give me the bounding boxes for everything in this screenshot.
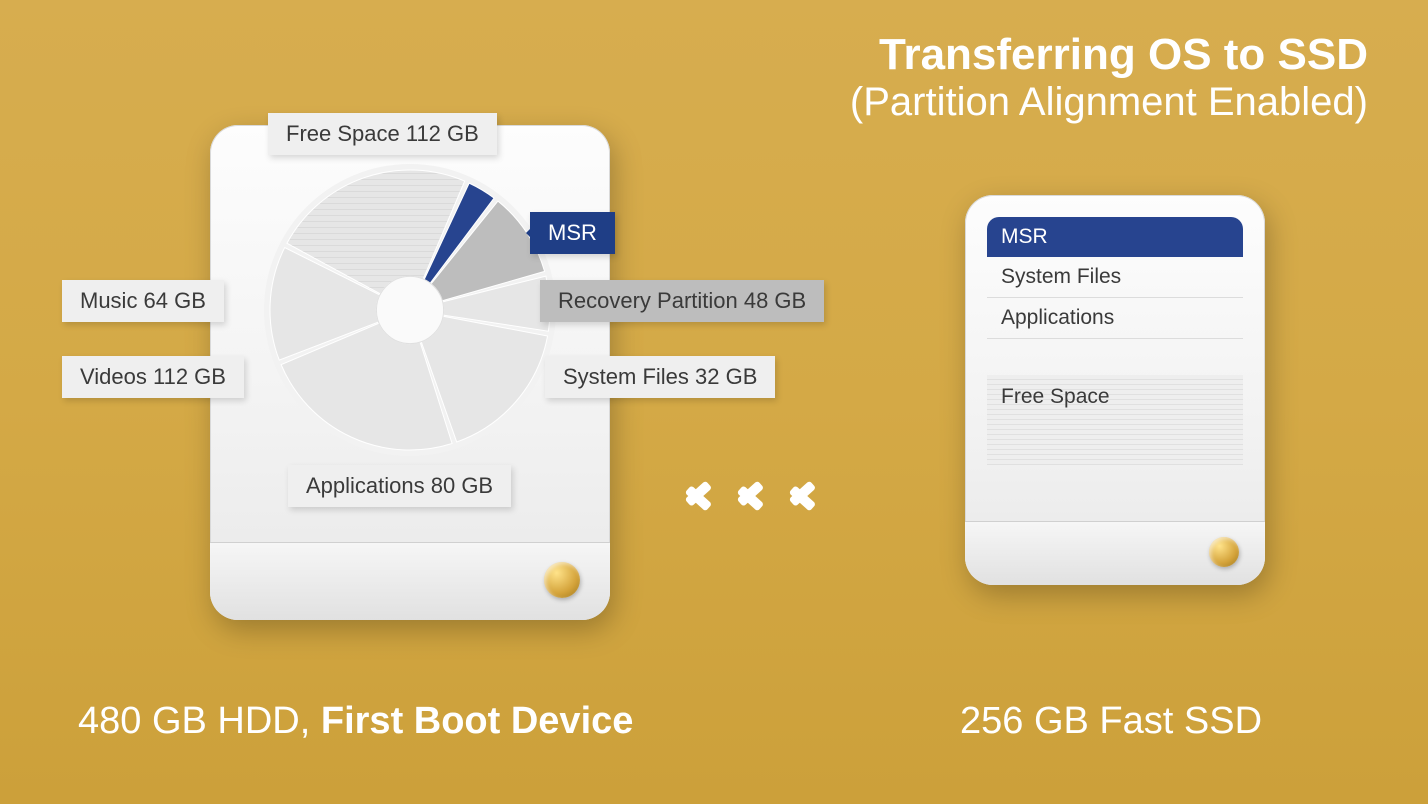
headline-line2: (Partition Alignment Enabled) bbox=[850, 80, 1368, 125]
hdd-bezel bbox=[210, 542, 610, 620]
ssd-row-gap bbox=[987, 339, 1243, 375]
hdd-led-icon bbox=[544, 562, 580, 598]
ssd-led-icon bbox=[1209, 537, 1239, 567]
ssd-caption: 256 GB Fast SSD bbox=[960, 700, 1262, 743]
ssd-row-msr: MSR bbox=[987, 217, 1243, 257]
donut-label-msr: MSR bbox=[530, 212, 615, 254]
donut-label-videos: Videos 112 GB bbox=[62, 356, 244, 398]
donut-label-recovery: Recovery Partition 48 GB bbox=[540, 280, 824, 322]
chevron-right-icon bbox=[688, 470, 716, 522]
ssd-bezel bbox=[965, 521, 1265, 585]
donut-label-apps: Applications 80 GB bbox=[288, 465, 511, 507]
ssd-row-free: Free Space bbox=[987, 375, 1243, 465]
chevron-right-icon bbox=[740, 470, 768, 522]
hdd-caption: 480 GB HDD, First Boot Device bbox=[78, 700, 633, 743]
donut-label-system: System Files 32 GB bbox=[545, 356, 775, 398]
ssd-drive: MSRSystem FilesApplications Free Space bbox=[965, 195, 1265, 585]
infographic-stage: Transferring OS to SSD (Partition Alignm… bbox=[0, 0, 1428, 804]
chevron-right-icon bbox=[792, 470, 820, 522]
donut-label-music: Music 64 GB bbox=[62, 280, 224, 322]
hdd-caption-prefix: 480 GB HDD, bbox=[78, 700, 321, 742]
headline-line1: Transferring OS to SSD bbox=[850, 30, 1368, 80]
headline: Transferring OS to SSD (Partition Alignm… bbox=[850, 30, 1368, 125]
donut-label-free: Free Space 112 GB bbox=[268, 113, 497, 155]
ssd-partition-stack: MSRSystem FilesApplications Free Space bbox=[987, 217, 1243, 465]
transfer-chevrons bbox=[688, 470, 820, 522]
hdd-caption-bold: First Boot Device bbox=[321, 700, 634, 742]
ssd-row-apps: Applications bbox=[987, 298, 1243, 339]
ssd-row-sys: System Files bbox=[987, 257, 1243, 298]
hdd-donut-chart bbox=[255, 155, 565, 465]
